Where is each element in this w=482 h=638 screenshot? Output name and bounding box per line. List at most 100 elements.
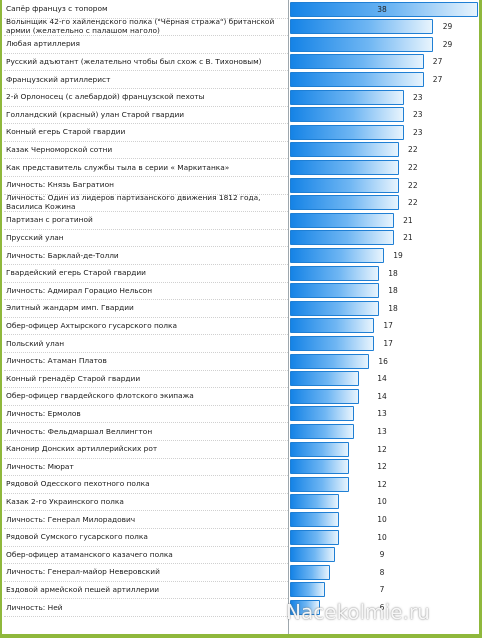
bar [290, 353, 370, 369]
row-separator [4, 35, 288, 37]
category-label: Обер-офицер гвардейского флотского экипа… [6, 391, 194, 401]
row-separator [4, 492, 288, 494]
category-label: Личность: Ней [6, 602, 63, 612]
bar-value-label: 12 [377, 444, 387, 454]
category-label: Русский адъютант (желательно чтобы был с… [6, 57, 262, 67]
category-label: 2-й Орлоносец (с алебардой) французской … [6, 92, 205, 102]
bar-value-label: 13 [377, 409, 387, 419]
bar-value-label: 18 [388, 268, 398, 278]
bar-value-label: 14 [377, 391, 387, 401]
row-separator [4, 528, 288, 529]
row-separator [4, 299, 288, 301]
bar [290, 177, 399, 193]
row-separator [4, 316, 288, 318]
category-label: Личность: Генерал Милорадович [6, 514, 136, 524]
bar-value-label: 23 [413, 127, 423, 137]
category-label: Голландский (красный) улан Старой гварди… [6, 109, 185, 119]
bar [290, 582, 325, 598]
right-accent-border [479, 0, 482, 638]
bar-value-label: 16 [378, 356, 388, 366]
bar [290, 599, 320, 615]
bar [290, 423, 355, 439]
category-label: Польский улан [6, 338, 65, 348]
bar-value-label: 23 [413, 92, 423, 102]
bar [290, 300, 380, 316]
bar-value-label: 18 [388, 303, 398, 313]
row-separator [4, 334, 288, 336]
bar-value-label: 22 [408, 162, 418, 172]
row-separator [4, 616, 288, 617]
category-label: Ездовой армейской пешей артиллерии [6, 585, 160, 595]
row-separator [4, 369, 288, 371]
bar [290, 107, 404, 123]
row-separator [4, 457, 288, 459]
bar [290, 54, 424, 70]
bar-value-label: 12 [377, 462, 387, 472]
row-separator [4, 246, 288, 248]
bar [290, 441, 350, 457]
bar-value-label: 14 [377, 374, 387, 384]
category-label: Личность: Один из лидеров партизанского … [6, 193, 261, 212]
row-separator [4, 598, 288, 600]
row-separator [4, 176, 288, 177]
row-separator [4, 440, 288, 441]
bar-value-label: 9 [379, 550, 385, 560]
category-label: Партизан с рогатиной [6, 215, 93, 225]
bar [290, 142, 399, 158]
bar [290, 547, 335, 563]
bar [290, 494, 340, 510]
bar-value-label: 19 [393, 250, 403, 260]
row-separator [4, 211, 288, 213]
category-label: Личность: Адмирал Горацио Нельсон [6, 285, 153, 295]
category-axis-line [288, 0, 289, 634]
bar-value-label: 21 [403, 215, 413, 225]
category-label: Личность: Генерал-майор Неверовский [6, 567, 160, 577]
category-label: Казак 2-го Украинского полка [6, 497, 124, 507]
row-separator [4, 580, 288, 582]
bar-value-label: 12 [377, 479, 387, 489]
left-accent-border [0, 0, 2, 638]
row-separator [4, 387, 288, 389]
bar [290, 511, 340, 527]
bar [290, 124, 404, 140]
bar [290, 388, 360, 404]
bar [290, 265, 380, 281]
bar [290, 19, 434, 35]
bar-value-label: 17 [383, 321, 393, 331]
bar [290, 459, 350, 475]
category-label: Обер-офицер Ахтырского гусарского полка [6, 321, 178, 331]
category-label: Личность: Фельдмаршал Веллингтон [6, 426, 153, 436]
row-separator [4, 228, 288, 230]
bar [290, 335, 375, 351]
bar-value-label: 23 [413, 110, 423, 120]
category-label: Конный егерь Старой гвардии [6, 127, 126, 137]
bar [290, 371, 360, 387]
bar-value-label: 38 [377, 4, 387, 14]
row-separator [4, 158, 288, 160]
row-separator [4, 105, 288, 107]
bar-value-label: 8 [379, 567, 385, 577]
category-label: Сапёр француз с топором [6, 4, 108, 14]
watermark-text: Nacekolmie.ru [286, 600, 430, 624]
bar [290, 476, 350, 492]
category-label: Французский артиллерист [6, 74, 111, 84]
row-separator [4, 281, 288, 283]
row-separator [4, 422, 288, 424]
bottom-accent-border [0, 634, 482, 638]
category-label: Прусский улан [6, 233, 64, 243]
bar-value-label: 22 [408, 198, 418, 208]
category-label: Личность: Ермолов [6, 409, 81, 419]
bar [290, 283, 380, 299]
row-separator [4, 510, 288, 512]
bar-value-label: 21 [403, 233, 413, 243]
row-separator [4, 352, 288, 353]
category-label: Любая артиллерия [6, 39, 80, 49]
category-label: Личность: Барклай-де-Толли [6, 250, 119, 260]
bar-value-label: 10 [377, 514, 387, 524]
bar [290, 318, 375, 334]
category-label: Канонир Донских артиллерийских рот [6, 444, 158, 454]
row-separator [4, 404, 288, 406]
bar-value-label: 13 [377, 426, 387, 436]
row-separator [4, 123, 288, 125]
